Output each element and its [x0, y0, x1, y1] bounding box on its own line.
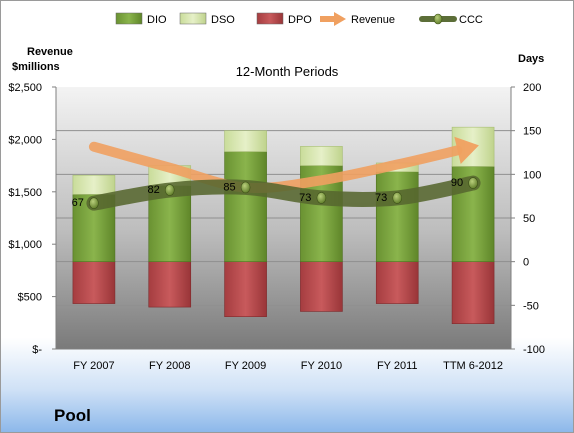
legend-swatch-dio — [115, 12, 143, 25]
legend-arrowhead-revenue — [334, 12, 346, 26]
ccc-data-label: 73 — [375, 192, 387, 204]
y-right-tick-label: 100 — [523, 169, 541, 181]
ccc-data-label: 73 — [299, 192, 311, 204]
ccc-line — [86, 175, 481, 211]
gridlines — [56, 130, 511, 306]
ccc-point — [468, 177, 478, 189]
legend: DIO DSO DPO Revenue CCC — [115, 12, 483, 26]
dpo-bar — [224, 261, 267, 317]
y-right-tick-label: -100 — [523, 344, 545, 356]
y-left-tick-label: $2,500 — [8, 82, 42, 94]
y-left-tick-label: $- — [32, 344, 42, 356]
legend-label-ccc: CCC — [459, 14, 483, 26]
dso-bar — [300, 146, 343, 166]
ccc-point — [164, 184, 175, 196]
ccc-point — [316, 192, 327, 204]
ccc-data-label: 67 — [72, 197, 84, 209]
dpo-bar — [451, 261, 495, 324]
x-tick-label: TTM 6-2012 — [443, 360, 503, 372]
dpo-bar — [72, 261, 116, 304]
y-right-label: Days — [518, 53, 544, 65]
dpo-bar — [300, 261, 343, 312]
dpo-bar — [148, 261, 192, 308]
y-right-tick-label: 0 — [523, 257, 529, 269]
x-tick-label: FY 2008 — [149, 360, 190, 372]
ccc-series: 67 82 85 73 73 90 — [72, 175, 481, 211]
y-right-tick-label: 50 — [523, 213, 535, 225]
x-tick-label: FY 2010 — [301, 360, 342, 372]
ccc-data-label: 82 — [148, 184, 160, 196]
legend-swatch-dpo — [256, 12, 284, 25]
revenue-arrowhead — [454, 136, 479, 165]
ccc-data-label: 90 — [451, 177, 463, 189]
dio-bar — [375, 171, 419, 262]
legend-swatch-dso — [179, 12, 207, 25]
y-right-tick-label: -50 — [523, 300, 539, 312]
dio-bar — [224, 151, 267, 262]
y-right-tick-label: 150 — [523, 126, 541, 138]
company-name: Pool — [54, 406, 91, 425]
y-left-tick-label: $2,000 — [8, 134, 42, 146]
x-tick-label: FY 2011 — [377, 360, 418, 372]
y-left-tick-label: $500 — [18, 292, 42, 304]
legend-label-dpo: DPO — [288, 14, 312, 26]
y-right-tick-label: 200 — [523, 82, 541, 94]
ccc-point — [89, 197, 99, 209]
y-left-label-line2: $millions — [12, 61, 60, 73]
y-left-tick-label: $1,000 — [8, 239, 42, 251]
legend-label-dso: DSO — [211, 14, 235, 26]
bar-series — [72, 126, 495, 324]
dso-bar — [72, 174, 116, 195]
ccc-point — [392, 192, 403, 204]
legend-label-dio: DIO — [147, 14, 167, 26]
ccc-data-label: 85 — [223, 181, 235, 193]
chart-title: 12-Month Periods — [236, 64, 339, 79]
ccc-point — [240, 181, 251, 194]
axes: $- $500 $1,000 $1,500 $2,000 $2,500 -100 -50 0 50… — [8, 82, 545, 372]
legend-label-revenue: Revenue — [351, 14, 395, 26]
x-tick-label: FY 2009 — [225, 360, 266, 372]
x-tick-label: FY 2007 — [73, 360, 114, 372]
y-left-label-line1: Revenue — [27, 46, 73, 58]
dpo-bar — [375, 261, 419, 304]
legend-marker-ccc — [433, 13, 443, 25]
dso-bar — [224, 130, 267, 152]
y-left-tick-label: $1,500 — [8, 187, 42, 199]
